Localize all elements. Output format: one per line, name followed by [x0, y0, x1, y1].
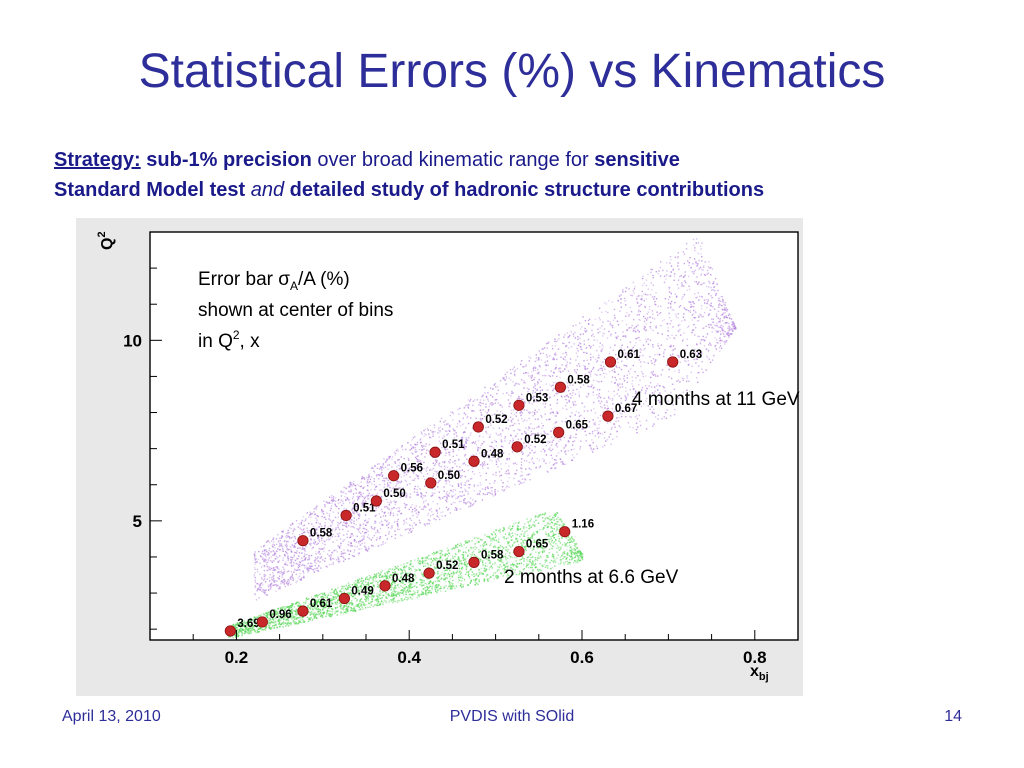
- data-point-label-11gev-8: 0.52: [524, 434, 546, 446]
- series-label-66gev: 2 months at 6.6 GeV: [504, 567, 679, 588]
- strategy-text: Strategy: sub-1% precision over broad ki…: [54, 145, 984, 205]
- strategy-sm-test: Standard Model test: [54, 179, 251, 201]
- strategy-line-2: Standard Model test and detailed study o…: [54, 175, 984, 205]
- data-point-label-11gev-4: 0.50: [438, 470, 460, 482]
- data-point-11gev-9: [513, 399, 525, 411]
- data-point-66gev-7: [513, 545, 525, 558]
- data-point-label-11gev-0: 0.58: [310, 528, 333, 540]
- data-point-66gev-3: [338, 592, 350, 605]
- data-point-label-11gev-9: 0.53: [526, 392, 548, 404]
- data-point-11gev-5: [429, 446, 441, 458]
- data-point-label-11gev-10: 0.65: [566, 419, 589, 431]
- plot-area: [150, 232, 798, 640]
- slide-title: Statistical Errors (%) vs Kinematics: [138, 45, 886, 98]
- data-point-11gev-10: [553, 426, 565, 438]
- data-point-66gev-2: [297, 605, 309, 617]
- y-axis-title: Q2: [96, 231, 116, 250]
- data-point-66gev-5: [423, 567, 435, 579]
- acceptance-band-11gev: [253, 238, 737, 601]
- data-point-11gev-0: [297, 535, 309, 547]
- data-point-label-66gev-2: 0.61: [310, 598, 333, 610]
- data-point-label-66gev-4: 0.48: [392, 573, 415, 585]
- x-tick-label: 0.8: [743, 648, 767, 667]
- series-label-11gev: 4 months at 11 GeV: [632, 389, 800, 410]
- data-point-label-66gev-3: 0.49: [351, 585, 373, 597]
- data-point-11gev-12: [602, 410, 614, 422]
- data-point-label-11gev-13: 0.61: [618, 349, 641, 361]
- data-point-label-11gev-12: 0.67: [615, 403, 637, 415]
- data-point-66gev-0: [224, 625, 236, 637]
- footer-date: April 13, 2010: [62, 708, 161, 725]
- data-point-label-66gev-7: 0.65: [526, 539, 549, 551]
- data-point-66gev-1: [256, 616, 268, 628]
- data-point-label-11gev-11: 0.58: [567, 374, 590, 386]
- x-tick-label: 0.2: [225, 648, 249, 667]
- annotation-line-2: shown at center of bins: [198, 300, 393, 321]
- data-point-11gev-1: [340, 509, 352, 522]
- data-point-label-66gev-1: 0.96: [269, 609, 291, 621]
- footer-center: PVDIS with SOlid: [449, 708, 575, 725]
- x-tick-label: 0.4: [397, 648, 421, 667]
- data-point-11gev-8: [511, 441, 523, 453]
- data-point-11gev-2: [370, 495, 382, 507]
- data-point-label-11gev-14: 0.63: [680, 349, 702, 361]
- data-point-66gev-6: [468, 556, 480, 568]
- x-axis-title: xbj: [750, 663, 769, 683]
- data-point-label-11gev-1: 0.51: [353, 502, 376, 514]
- data-point-11gev-11: [554, 381, 566, 393]
- data-point-11gev-3: [388, 470, 400, 482]
- annotation-line-1: Error bar σA/A (%): [198, 269, 350, 293]
- strategy-label: Strategy:: [54, 149, 141, 171]
- annotation-line-3: in Q2, x: [198, 328, 260, 352]
- data-point-11gev-7: [472, 421, 484, 433]
- data-point-11gev-13: [604, 356, 617, 368]
- data-point-label-66gev-5: 0.52: [436, 560, 458, 572]
- x-tick-label: 0.6: [570, 648, 594, 667]
- data-point-label-66gev-0: 3.69: [237, 618, 259, 630]
- data-point-label-11gev-7: 0.52: [485, 414, 507, 426]
- data-point-11gev-6: [468, 455, 480, 467]
- strategy-range: over broad kinematic range for: [311, 149, 595, 171]
- y-tick-label: 5: [133, 512, 142, 531]
- data-point-label-66gev-8: 1.16: [572, 519, 594, 531]
- strategy-hadronic: detailed study of hadronic structure con…: [284, 179, 765, 201]
- plot-frame: [149, 231, 799, 641]
- data-point-label-11gev-2: 0.50: [383, 488, 405, 500]
- data-point-label-11gev-3: 0.56: [401, 463, 423, 475]
- strategy-and: and: [250, 179, 285, 201]
- data-point-11gev-4: [425, 477, 437, 489]
- q2-vs-x-scatter-plot: 0.2 0.4 0.6 0.8 5 10 xbj Q2 Error bar σA/A (%) sh…: [96, 231, 800, 683]
- data-point-label-11gev-5: 0.51: [442, 439, 465, 451]
- data-point-66gev-4: [379, 580, 391, 592]
- data-point-label-66gev-6: 0.58: [481, 549, 504, 561]
- data-point-label-11gev-6: 0.48: [481, 448, 504, 460]
- data-point-11gev-14: [667, 356, 679, 368]
- strategy-line-1: Strategy: sub-1% precision over broad ki…: [54, 145, 984, 175]
- y-tick-label: 10: [123, 331, 142, 350]
- strategy-precision: sub-1% precision: [146, 149, 312, 171]
- data-point-66gev-8: [559, 526, 571, 538]
- footer-page-number: 14: [944, 708, 962, 725]
- strategy-sensitive: sensitive: [594, 149, 680, 171]
